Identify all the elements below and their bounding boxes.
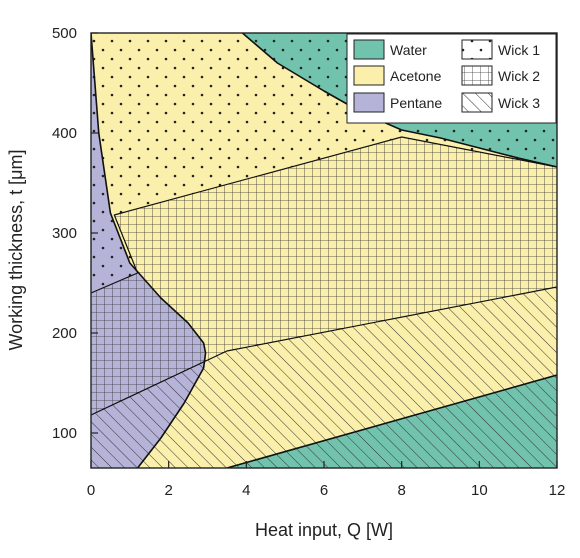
legend-swatch-acetone (353, 65, 385, 86)
legend-label-pentane: Pentane (390, 95, 442, 111)
x-tick-label: 10 (471, 482, 488, 499)
legend: Water Acetone Pentane Wick 1 Wick 2 Wick 3 (346, 33, 557, 124)
x-tick-label: 8 (397, 482, 405, 499)
legend-label-acetone: Acetone (390, 68, 442, 84)
x-tick-label: 6 (320, 482, 328, 499)
boundary-wick2-wick3 (91, 286, 557, 416)
legend-swatch-wick-3 (461, 92, 493, 113)
boundary-acetone-water-lower (226, 374, 557, 468)
legend-swatch-water (353, 39, 385, 60)
boundary-wick1-wick2 (91, 136, 557, 294)
x-axis-title: Heat input, Q [W] (255, 520, 393, 540)
boundary-acetone-water-upper (241, 33, 557, 168)
legend-label-wick-3: Wick 3 (498, 95, 540, 111)
y-tick-label: 400 (52, 125, 77, 142)
x-tick-label: 2 (164, 482, 172, 499)
legend-swatch-pentane (353, 92, 385, 113)
y-tick-label: 200 (52, 325, 77, 342)
y-tick-label: 100 (52, 425, 77, 442)
x-axis: 0 2 4 6 8 10 12 (87, 461, 566, 499)
y-tick-label: 500 (52, 25, 77, 42)
x-tick-label: 4 (242, 482, 250, 499)
boundary-lines (91, 33, 557, 468)
y-tick-label: 300 (52, 225, 77, 242)
legend-label-wick-2: Wick 2 (498, 68, 540, 84)
wick-region-2 (91, 137, 557, 415)
legend-label-water: Water (390, 42, 427, 58)
x-tick-label: 12 (549, 482, 566, 499)
legend-label-wick-1: Wick 1 (498, 42, 540, 58)
y-axis: 100 200 300 400 500 (52, 25, 98, 442)
y-axis-title: Working thickness, t [μm] (6, 149, 26, 350)
x-tick-label: 0 (87, 482, 95, 499)
legend-swatch-wick-2 (461, 65, 493, 86)
wick-region-3 (91, 287, 557, 468)
boundary-pentane-acetone (91, 33, 207, 468)
legend-swatch-wick-1 (461, 39, 493, 60)
